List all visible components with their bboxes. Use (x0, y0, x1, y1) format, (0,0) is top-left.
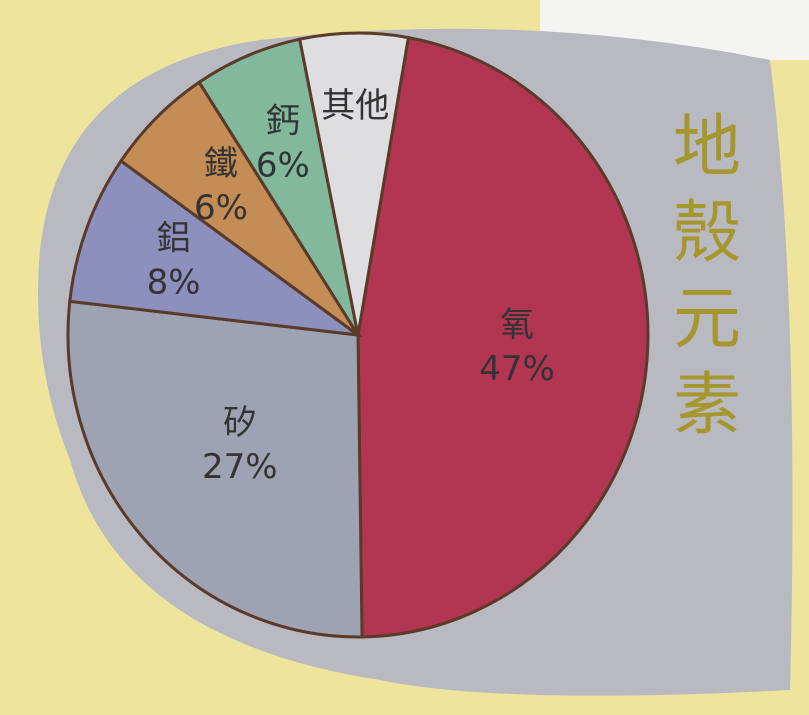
value-label: 27% (202, 447, 278, 487)
slice-label: 其他 (321, 86, 389, 126)
slice-label: 鈣 (266, 102, 300, 142)
slice-label: 鐵 (204, 144, 238, 184)
value-label: 8% (147, 263, 201, 303)
value-label: 6% (256, 146, 310, 186)
pie-slice (66, 299, 364, 639)
value-label: 6% (194, 188, 248, 228)
chart-title: 地殼元素 (661, 110, 740, 454)
value-label: 47% (479, 349, 555, 389)
pie-slice (68, 158, 364, 338)
slice-label: 氧 (500, 305, 534, 345)
slice-label: 鋁 (157, 219, 191, 259)
slice-label: 矽 (223, 403, 257, 443)
pie-slice (356, 35, 650, 639)
pie-slice (297, 31, 411, 336)
